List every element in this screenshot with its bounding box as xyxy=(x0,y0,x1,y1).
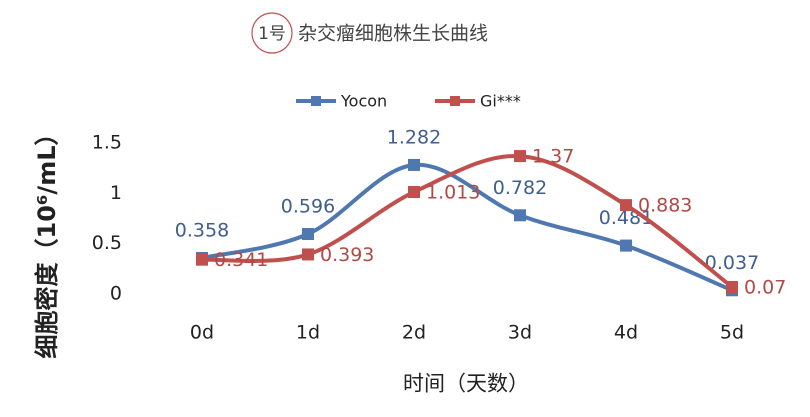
y-tick-label: 1.5 xyxy=(92,132,122,154)
point-marker xyxy=(196,253,208,266)
x-tick-label: 0d xyxy=(190,322,214,344)
data-label: 1.282 xyxy=(387,126,441,148)
data-label: 0.393 xyxy=(320,244,374,266)
title-badge-circle xyxy=(251,12,293,54)
y-tick-label: 0.5 xyxy=(92,232,122,254)
point-marker xyxy=(620,239,632,252)
data-label: 0.782 xyxy=(493,177,547,199)
series-line xyxy=(201,162,733,293)
legend-label: Yocon xyxy=(340,92,387,111)
x-axis-label: 时间（天数） xyxy=(403,372,529,396)
x-tick-label: 4d xyxy=(614,322,638,344)
data-label: 0.037 xyxy=(705,252,759,274)
data-label: 0.883 xyxy=(638,195,692,217)
legend-label: Gi*** xyxy=(480,92,521,111)
x-tick-label: 3d xyxy=(508,322,532,344)
x-tick-label: 5d xyxy=(720,322,744,344)
title-badge: 1号 xyxy=(258,24,286,44)
data-label: 0.358 xyxy=(175,219,229,241)
chart-title: 杂交瘤细胞株生长曲线 xyxy=(298,23,488,45)
data-label: 0.341 xyxy=(214,249,268,271)
point-marker xyxy=(514,150,526,163)
point-marker xyxy=(302,228,314,241)
data-label: 1.013 xyxy=(426,182,480,204)
point-marker xyxy=(408,158,420,171)
point-marker xyxy=(514,209,526,222)
data-label: 1.37 xyxy=(532,146,574,168)
series-line xyxy=(201,154,734,289)
x-tick-label: 2d xyxy=(402,322,426,344)
legend-marker xyxy=(311,96,321,106)
x-tick-label: 1d xyxy=(296,322,320,344)
data-label: 0.07 xyxy=(744,276,786,298)
point-marker xyxy=(302,248,314,261)
point-marker xyxy=(620,199,632,212)
y-axis-label: 细胞密度（10⁶/mL） xyxy=(33,122,61,359)
y-tick-label: 0 xyxy=(110,283,122,305)
data-label: 0.596 xyxy=(281,196,335,218)
point-marker xyxy=(726,280,738,293)
point-marker xyxy=(408,186,420,199)
legend-marker xyxy=(450,96,460,106)
y-tick-label: 1 xyxy=(110,182,122,204)
